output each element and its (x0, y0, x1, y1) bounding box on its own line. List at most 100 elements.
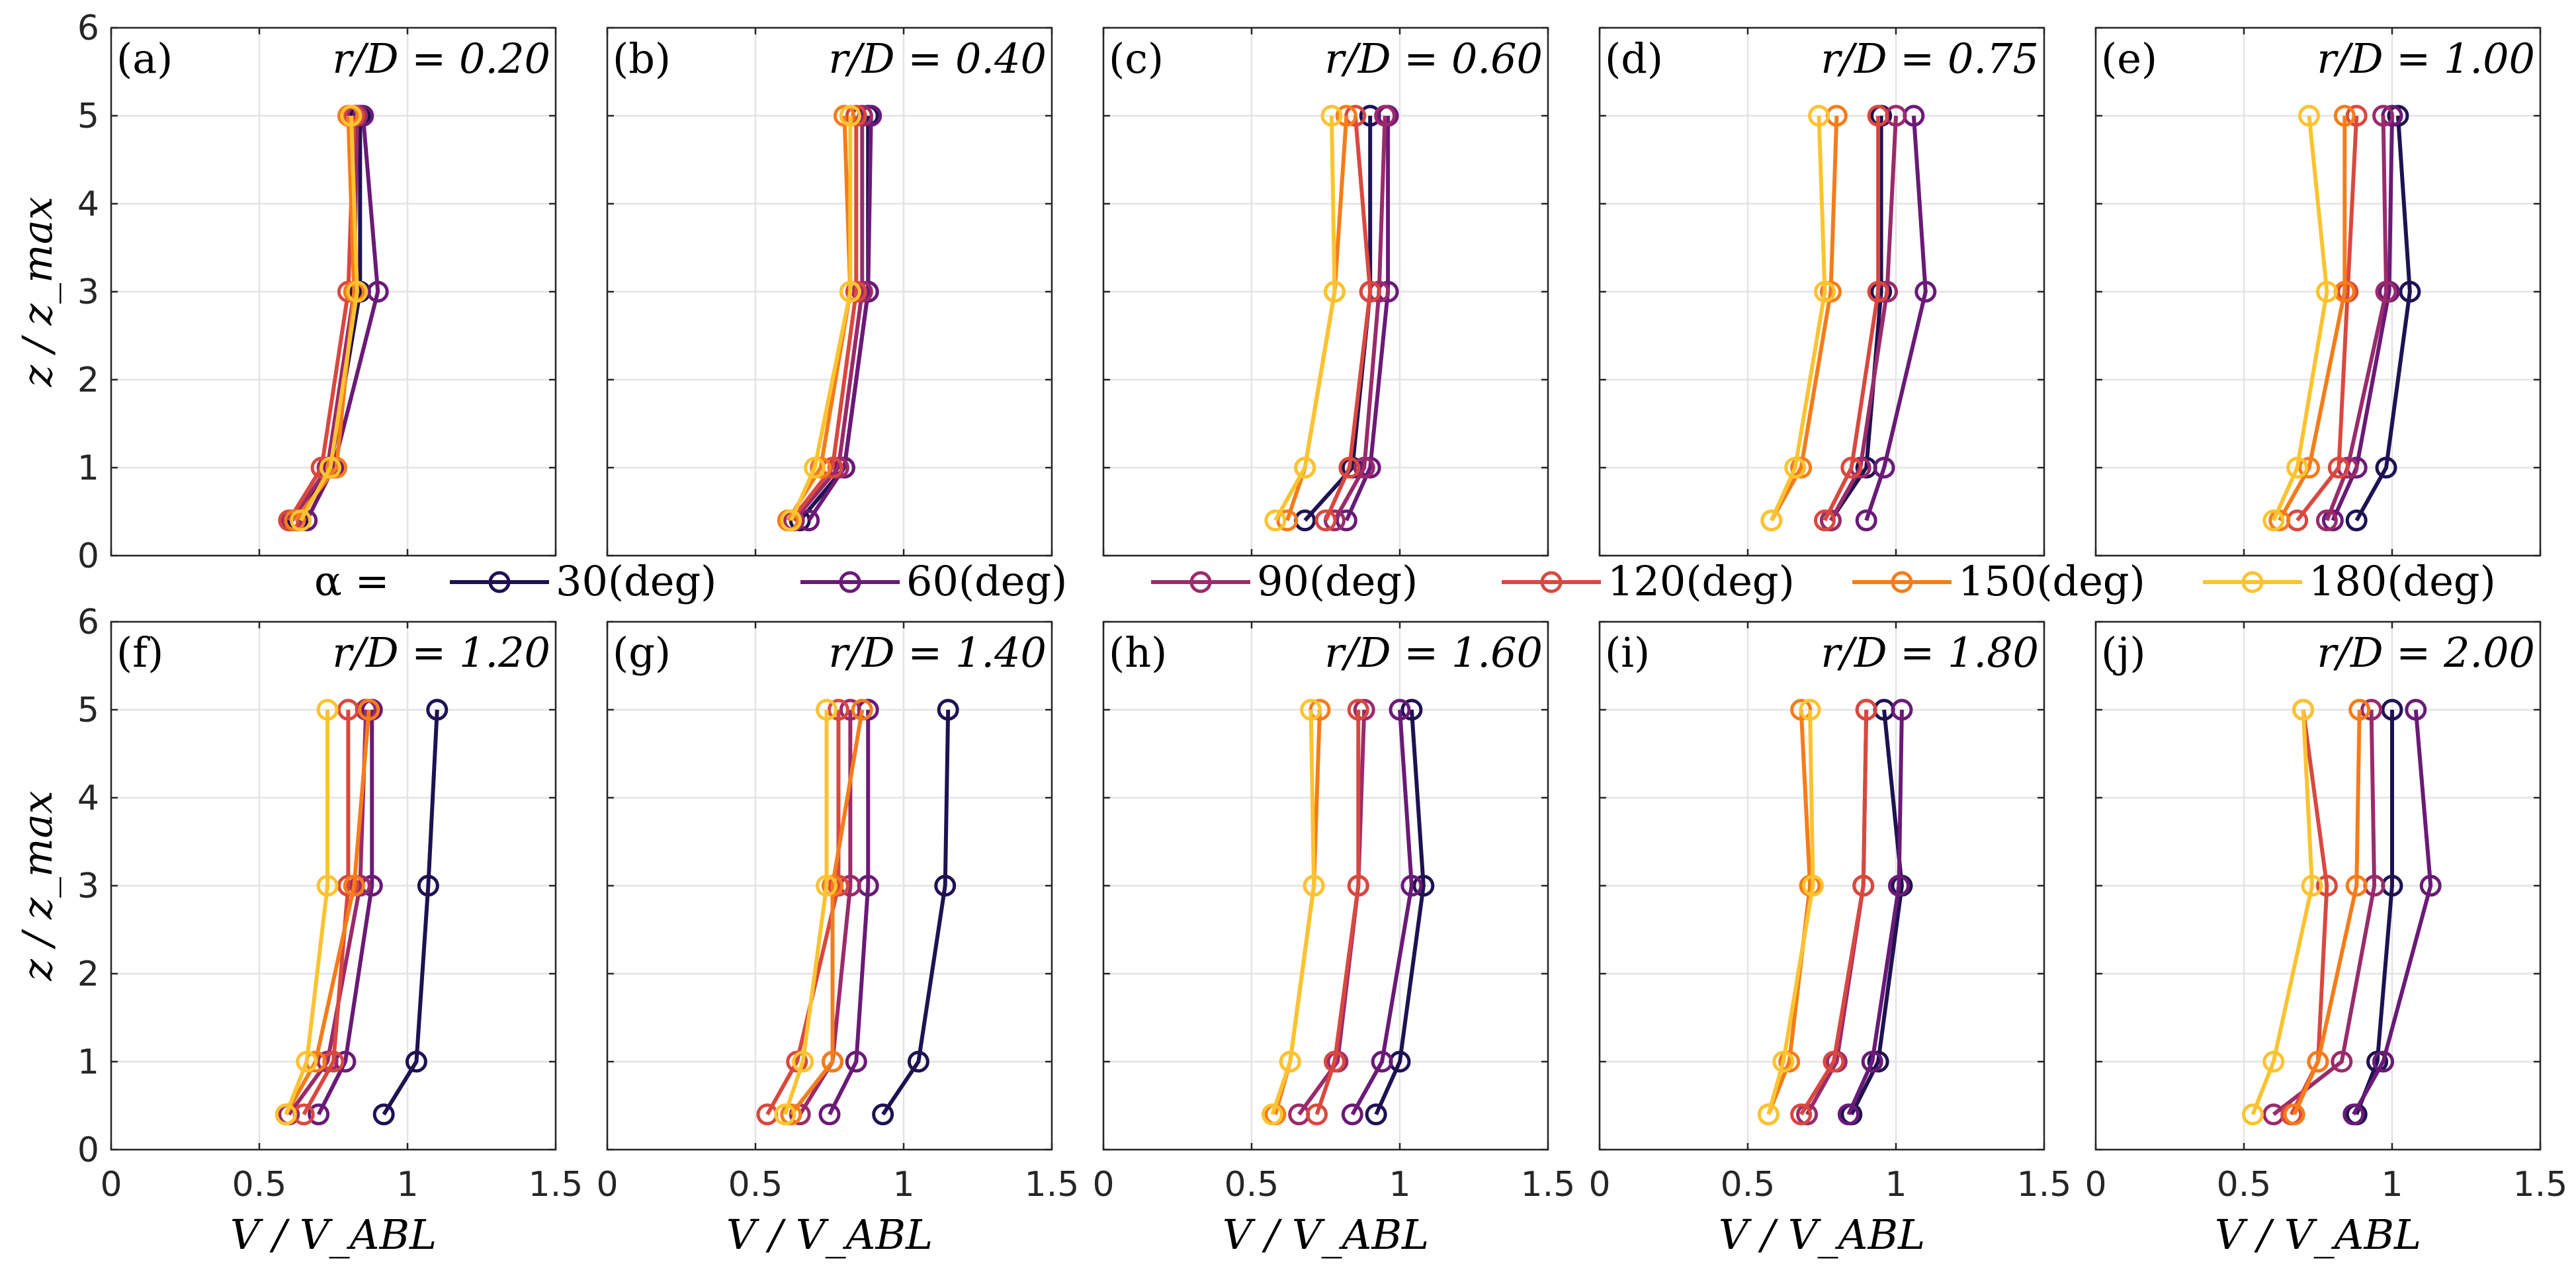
legend-label: 180(deg) (2309, 557, 2496, 605)
series-line (302, 710, 351, 1116)
data-point (2419, 874, 2442, 897)
data-point (320, 456, 342, 479)
x-tick-label: 1.5 (2513, 1165, 2568, 1205)
series-120-deg (1813, 105, 1889, 532)
panel-label: (g) (613, 628, 671, 677)
data-point (2298, 456, 2321, 479)
series-line (1766, 709, 1815, 1115)
data-point (1338, 456, 1361, 479)
data-point (1359, 456, 1381, 479)
x-tick-label: 1 (396, 1165, 418, 1205)
series-60-deg (1837, 699, 1913, 1126)
data-point (774, 1103, 796, 1126)
data-point (1314, 509, 1337, 532)
data-point (1320, 105, 1343, 127)
series-180-deg (780, 105, 861, 532)
data-point (2307, 1050, 2329, 1073)
panel-label: (f) (116, 628, 163, 677)
legend-prefix: α = (314, 557, 390, 605)
x-tick-label: 0 (2084, 1165, 2106, 1205)
data-point (2345, 874, 2368, 897)
data-point (1867, 280, 1889, 303)
data-point (1757, 1103, 1780, 1126)
data-point (792, 1050, 814, 1073)
data-point (934, 874, 957, 897)
data-point (1852, 874, 1875, 897)
series-line (382, 709, 439, 1116)
data-point (2241, 1103, 2264, 1126)
data-point (349, 874, 371, 897)
data-point (1303, 874, 1325, 897)
data-point (2387, 105, 2409, 127)
series-line (2296, 115, 2359, 522)
legend-label: 150(deg) (1958, 557, 2145, 605)
data-point (827, 699, 849, 721)
data-point (845, 1050, 867, 1073)
data-point (1813, 509, 1836, 532)
data-point (845, 105, 867, 127)
series-120-deg (1314, 105, 1381, 532)
data-point (851, 280, 873, 303)
series-line (1823, 116, 1881, 522)
series-line (1270, 709, 1316, 1115)
data-point (2283, 1103, 2305, 1126)
data-point (1335, 105, 1357, 127)
r-over-d-label: r/D = 1.40 (828, 628, 1047, 677)
r-over-d-label: r/D = 0.20 (332, 34, 550, 83)
data-point (818, 1103, 841, 1126)
data-point (780, 1103, 802, 1126)
data-point (2327, 456, 2350, 479)
series-60-deg (798, 105, 882, 532)
x-axis-title: V / V_ABL (1719, 1210, 1925, 1259)
data-point (2315, 509, 2338, 532)
data-point (2331, 1050, 2353, 1073)
series-line (1324, 115, 1373, 522)
y-tick-label: 3 (77, 867, 99, 906)
data-point (1861, 1050, 1883, 1073)
data-point (346, 280, 368, 303)
data-point (1867, 105, 1889, 127)
data-point (1365, 1103, 1387, 1126)
series-line (1770, 115, 1839, 522)
series-60-deg (2321, 105, 2403, 532)
data-point (316, 874, 339, 897)
data-point (1359, 280, 1381, 303)
data-point (1840, 456, 1863, 479)
panel-label: (i) (1605, 628, 1650, 677)
y-axis-title: z / z_max (13, 196, 62, 387)
data-point (1412, 874, 1435, 897)
data-point (2405, 699, 2427, 721)
r-over-d-label: r/D = 0.60 (1324, 34, 1543, 83)
data-point (1790, 456, 1813, 479)
data-point (1873, 456, 1895, 479)
series-180-deg (290, 105, 368, 532)
legend: α = 30(deg) 60(deg) 90(deg) 120(deg) 150(deg)… (314, 557, 2496, 605)
legend-marker (839, 571, 861, 593)
r-over-d-label: r/D = 2.00 (2317, 628, 2535, 677)
series-line (2251, 709, 2315, 1115)
series-150-deg (2268, 105, 2356, 532)
series-line (789, 116, 859, 522)
data-point (1294, 456, 1316, 479)
series-60-deg (1855, 105, 1937, 532)
x-axis-title: V / V_ABL (2215, 1210, 2421, 1259)
data-point (2381, 105, 2403, 127)
data-point (2315, 874, 2338, 897)
x-tick-label: 0.5 (2217, 1165, 2272, 1205)
data-point (1353, 699, 1375, 721)
series-150-deg (2283, 699, 2371, 1126)
data-point (2375, 280, 2397, 303)
data-point (337, 874, 359, 897)
legend-marker (1891, 571, 1913, 593)
panel-e: (e) r/D = 1.00 (2094, 26, 2542, 557)
data-point (1790, 1103, 1813, 1126)
series-line (828, 710, 871, 1116)
data-point (325, 456, 347, 479)
data-point (827, 874, 849, 897)
panel-label: (h) (1109, 628, 1167, 677)
data-point (937, 699, 959, 721)
data-point (833, 105, 855, 127)
panel-c: (c) r/D = 0.60 (1102, 26, 1549, 557)
data-point (358, 699, 380, 721)
